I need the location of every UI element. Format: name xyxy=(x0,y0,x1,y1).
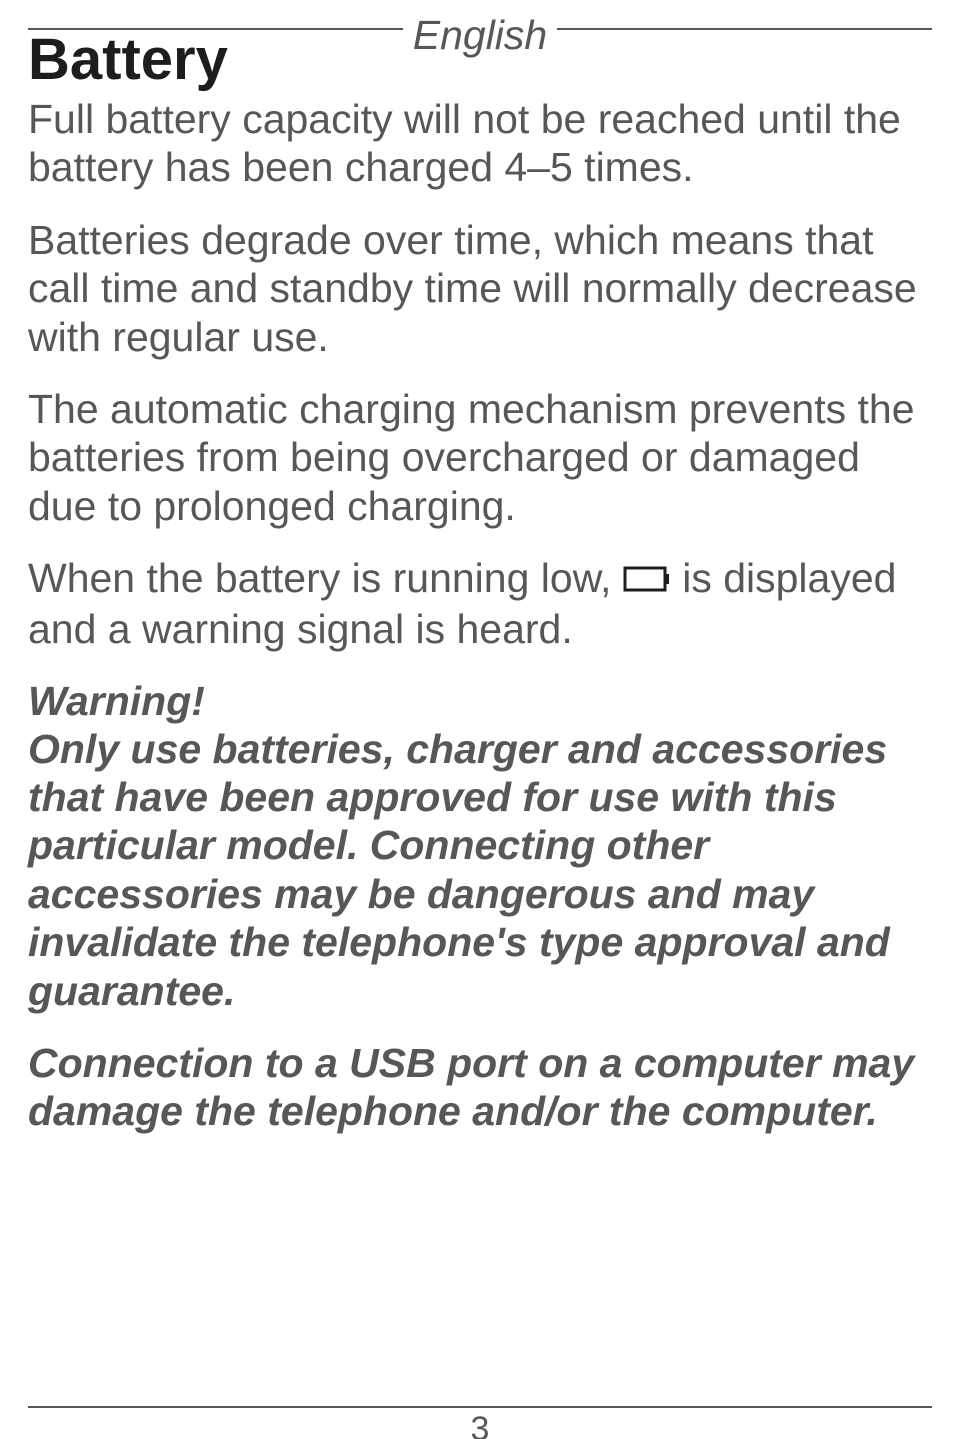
footer: 3 xyxy=(28,1406,932,1439)
paragraph-1: Full battery capacity will not be reache… xyxy=(28,95,932,192)
warning-body-2: Connection to a USB port on a computer m… xyxy=(28,1039,932,1136)
warning-body-1: Only use batteries, charger and accessor… xyxy=(28,725,932,1015)
paragraph-4: When the battery is running low, is disp… xyxy=(28,554,932,654)
language-label: English xyxy=(403,12,557,58)
paragraph-4-pre: When the battery is running low, xyxy=(28,555,623,601)
page: English Battery Full battery capacity wi… xyxy=(0,28,960,1439)
page-number: 3 xyxy=(28,1410,932,1439)
footer-rule xyxy=(28,1406,932,1408)
paragraph-3: The automatic charging mechanism prevent… xyxy=(28,385,932,530)
warning-heading: Warning! xyxy=(28,678,932,725)
battery-low-icon xyxy=(623,554,671,602)
paragraph-2: Batteries degrade over time, which means… xyxy=(28,216,932,361)
